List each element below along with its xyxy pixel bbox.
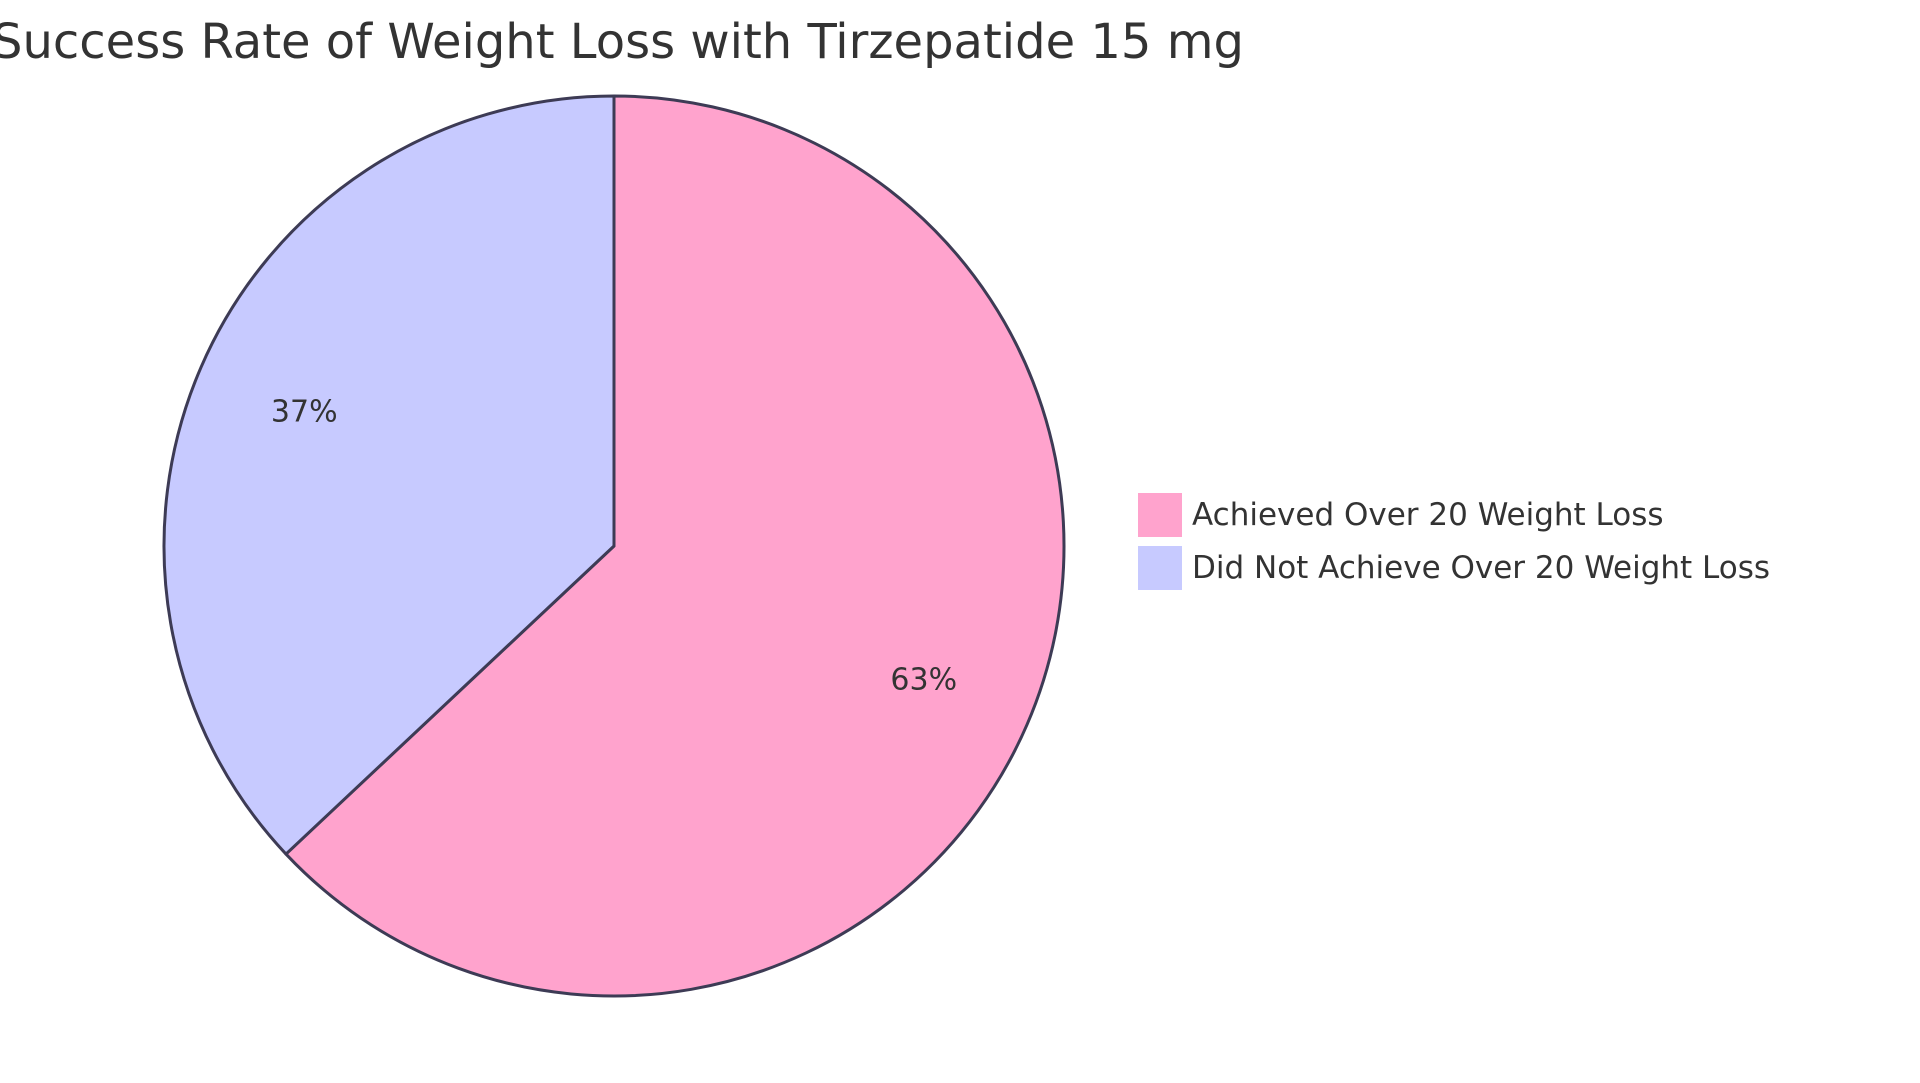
pie-slice-2 [162, 94, 616, 856]
pie-slice-labels: 63% 37% [271, 394, 957, 697]
slice-value-label: 63% [890, 663, 957, 698]
slice-value-label: 37% [271, 394, 338, 429]
chart-title: Success Rate of Weight Loss with Tirzepa… [0, 14, 1244, 70]
legend-swatch [1138, 546, 1182, 590]
legend: Achieved Over 20 Weight Loss Did Not Achi… [1138, 493, 1770, 590]
pie-slices [162, 94, 1066, 998]
legend-label: Achieved Over 20 Weight Loss [1192, 497, 1664, 533]
legend-label: Did Not Achieve Over 20 Weight Loss [1192, 550, 1770, 586]
legend-swatch [1138, 493, 1182, 537]
pie-slice-1 [284, 94, 1066, 998]
